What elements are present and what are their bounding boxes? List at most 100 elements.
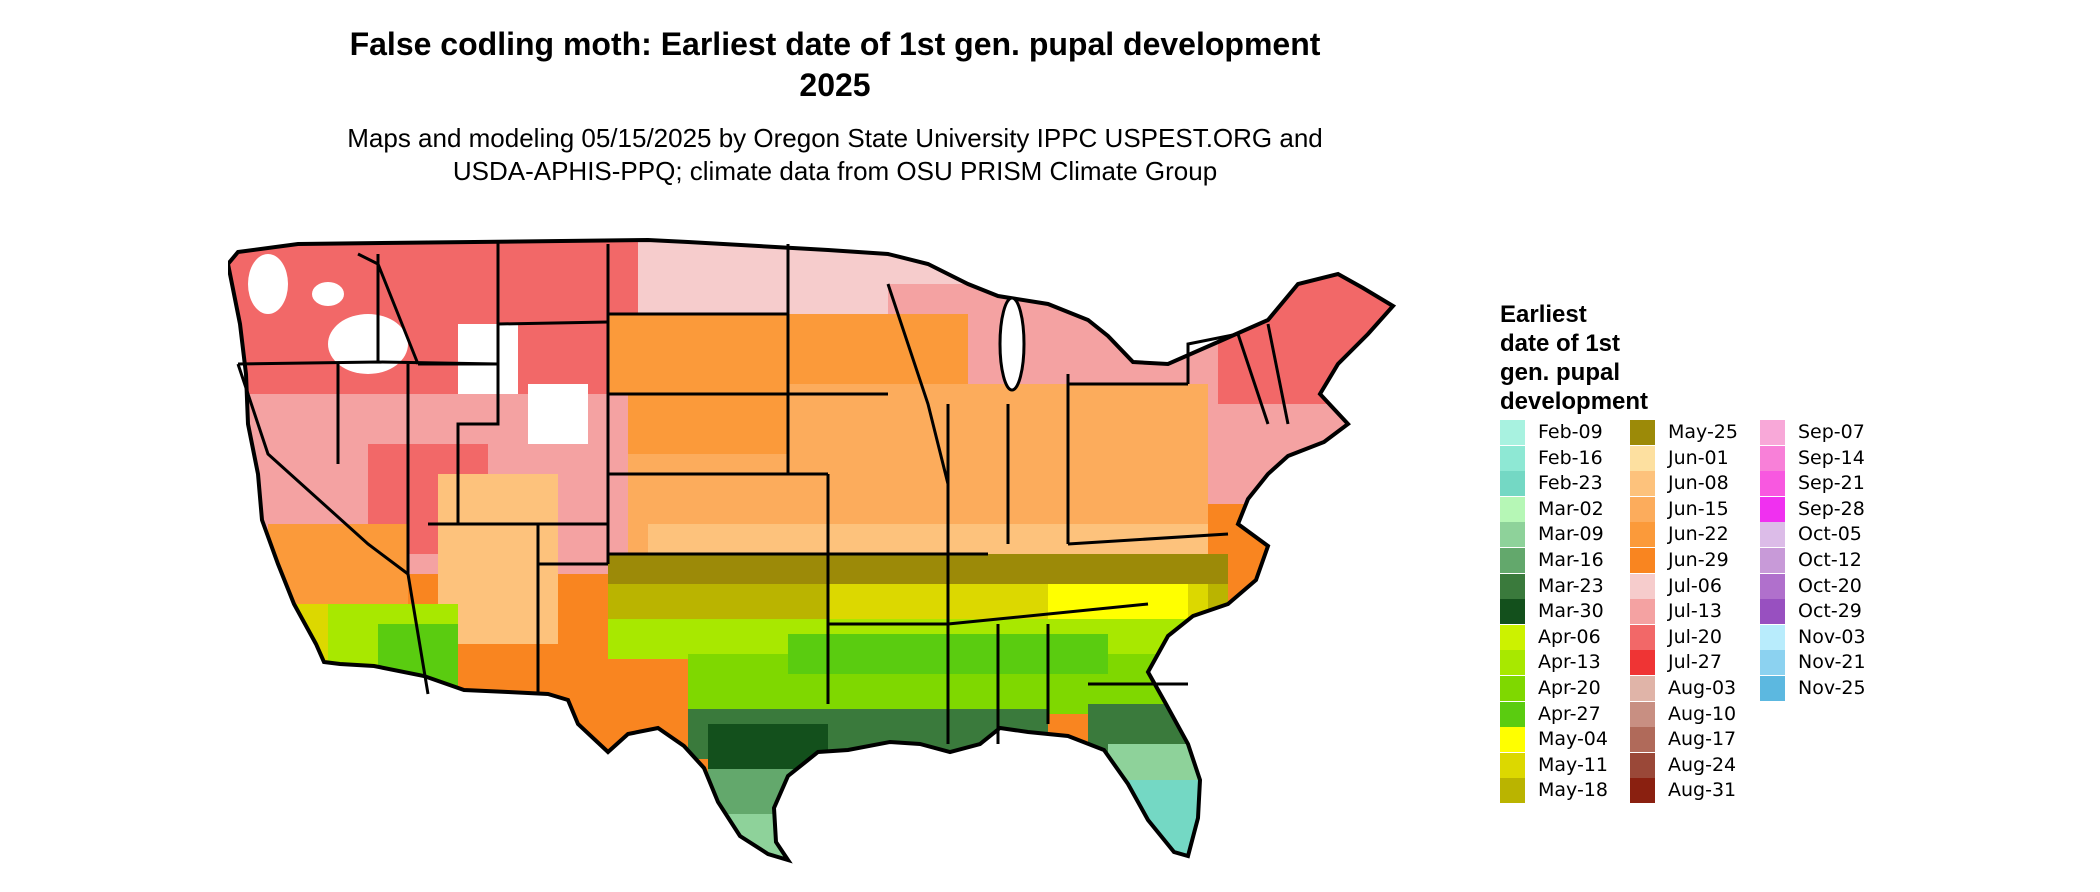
legend-swatch [1760, 496, 1785, 522]
legend-swatch [1500, 676, 1525, 701]
legend-label: Sep-14 [1798, 446, 1865, 469]
legend-swatch [1500, 420, 1525, 445]
us-phenology-map [228, 238, 1395, 862]
legend-swatch [1760, 548, 1785, 573]
legend-item: Mar-16 [1500, 548, 1660, 573]
legend-swatch [1760, 471, 1785, 497]
legend-label: May-04 [1538, 728, 1608, 751]
legend-item: Jul-13 [1630, 599, 1790, 625]
legend-item: Feb-16 [1500, 445, 1660, 471]
legend-swatch [1630, 573, 1655, 599]
legend-item: Mar-30 [1500, 599, 1660, 625]
legend-swatch [1500, 752, 1525, 778]
legend-swatch [1760, 599, 1785, 625]
state-borders [236, 242, 1290, 744]
legend-label: Feb-09 [1538, 421, 1603, 443]
legend-item: Jun-01 [1630, 445, 1790, 471]
legend-item: Oct-12 [1760, 548, 1920, 573]
legend-swatch [1760, 676, 1785, 701]
legend-label: Mar-23 [1538, 574, 1604, 597]
legend-label: May-25 [1668, 421, 1738, 443]
legend-label: Oct-05 [1798, 523, 1862, 546]
legend-swatch [1760, 650, 1785, 676]
legend-item: Oct-29 [1760, 599, 1920, 625]
legend-item: Aug-31 [1630, 778, 1790, 804]
legend-label: Mar-30 [1538, 600, 1604, 623]
legend-swatch [1500, 522, 1525, 548]
legend-swatch [1630, 727, 1655, 753]
legend-swatch [1500, 573, 1525, 599]
legend-label: Jun-01 [1668, 446, 1729, 469]
legend-item: Mar-23 [1500, 573, 1660, 599]
legend-item: Aug-03 [1630, 676, 1790, 701]
legend-label: Apr-06 [1538, 625, 1601, 648]
legend-label: Mar-09 [1538, 523, 1604, 546]
legend-label: Jul-13 [1668, 600, 1722, 623]
legend-item: Sep-07 [1760, 420, 1920, 445]
legend-swatch [1630, 471, 1655, 497]
legend-swatch [1630, 445, 1655, 471]
legend-label: Feb-23 [1538, 472, 1603, 495]
legend-swatch [1500, 624, 1525, 650]
legend-label: Nov-21 [1798, 651, 1866, 674]
legend-label: Jun-15 [1668, 497, 1729, 520]
legend-item: Oct-05 [1760, 522, 1920, 548]
legend-label: Sep-21 [1798, 472, 1865, 495]
legend-swatch [1500, 471, 1525, 497]
legend-label: Jul-27 [1668, 651, 1722, 674]
legend-swatch [1760, 420, 1785, 445]
legend-swatch [1500, 496, 1525, 522]
legend-label: Sep-28 [1798, 497, 1865, 520]
legend-swatch [1630, 496, 1655, 522]
legend-item: Aug-17 [1630, 727, 1790, 753]
legend-item: Aug-10 [1630, 701, 1790, 727]
legend-label: Mar-16 [1538, 549, 1604, 571]
legend-item: Sep-28 [1760, 496, 1920, 522]
lake-michigan [998, 296, 1026, 392]
legend-item: May-18 [1500, 778, 1660, 804]
legend-swatch [1760, 573, 1785, 599]
legend-title-line: date of 1st [1500, 330, 1621, 357]
legend-item: Jul-20 [1630, 624, 1790, 650]
legend-swatch [1630, 599, 1655, 625]
map-subtitle: Maps and modeling 05/15/2025 by Oregon S… [240, 122, 1430, 188]
legend-swatch [1500, 599, 1525, 625]
legend-item: May-25 [1630, 420, 1790, 445]
legend-swatch [1500, 548, 1525, 573]
legend-swatch [1630, 650, 1655, 676]
legend-swatch [1630, 522, 1655, 548]
legend-item: Apr-13 [1500, 650, 1660, 676]
legend-label: May-11 [1538, 753, 1608, 776]
legend-item: Apr-06 [1500, 624, 1660, 650]
legend-label: Feb-16 [1538, 446, 1603, 469]
legend-item: Oct-20 [1760, 573, 1920, 599]
legend-swatch [1500, 650, 1525, 676]
legend-label: Mar-02 [1538, 497, 1604, 520]
title-line-2: 2025 [799, 67, 871, 103]
legend-label: Nov-25 [1798, 677, 1866, 699]
legend-title: Earliest date of 1st gen. pupal developm… [1500, 300, 1648, 416]
legend-label: Apr-13 [1538, 651, 1601, 674]
legend-item: Jul-06 [1630, 573, 1790, 599]
legend-label: Sep-07 [1798, 421, 1865, 443]
legend-item: Mar-02 [1500, 496, 1660, 522]
legend-label: Aug-10 [1668, 702, 1737, 725]
legend-item: Feb-09 [1500, 420, 1660, 445]
legend-item: May-04 [1500, 727, 1660, 753]
legend-label: Oct-12 [1798, 549, 1862, 571]
legend-item: Mar-09 [1500, 522, 1660, 548]
legend-label: Aug-17 [1668, 728, 1737, 751]
legend-swatch [1630, 420, 1655, 445]
legend-label: Jul-06 [1668, 574, 1722, 597]
legend-label: Oct-20 [1798, 574, 1862, 597]
legend-item: Nov-25 [1760, 676, 1920, 701]
subtitle-line-1: Maps and modeling 05/15/2025 by Oregon S… [347, 123, 1323, 153]
legend-title-line: development [1500, 388, 1649, 415]
legend-item: Jun-22 [1630, 522, 1790, 548]
legend-swatch [1760, 522, 1785, 548]
legend-item: Aug-24 [1630, 752, 1790, 778]
legend-item: Jun-29 [1630, 548, 1790, 573]
legend-title-line: gen. pupal [1500, 359, 1620, 386]
legend-swatch [1500, 701, 1525, 727]
legend-item: Apr-20 [1500, 676, 1660, 701]
